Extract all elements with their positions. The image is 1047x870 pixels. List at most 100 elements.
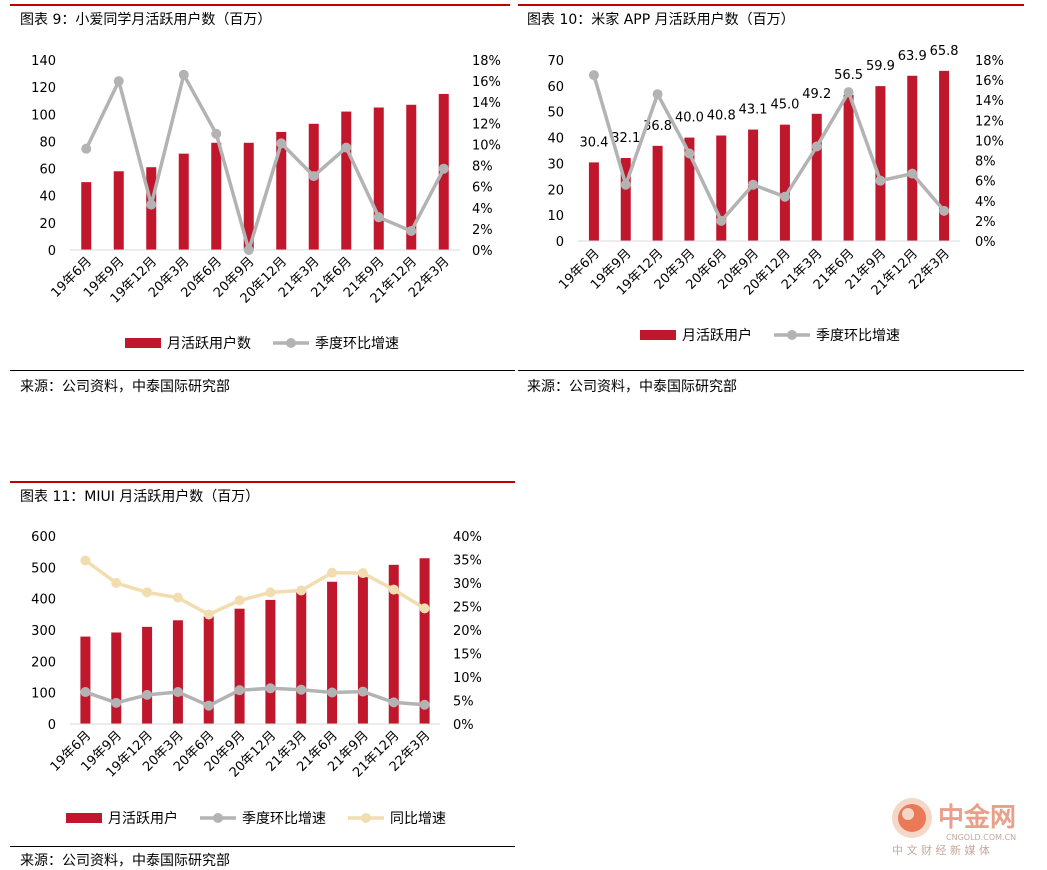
chart10-y-right-tick: 10% <box>975 134 1004 149</box>
chart11-line-0-point <box>80 687 91 698</box>
chart10-line-0-point <box>684 148 695 159</box>
chart11-line-1-point <box>172 592 183 603</box>
chart9-bar <box>276 131 287 250</box>
chart11-line-0-point <box>234 685 245 696</box>
chart10-bar-label: 40.8 <box>707 109 736 124</box>
chart11-line-0-point <box>142 689 153 700</box>
chart10-line-0 <box>592 74 946 223</box>
chart9-legend-marker <box>286 338 296 348</box>
chart11-y-left-tick: 400 <box>31 593 56 608</box>
chart9-bar <box>373 107 384 250</box>
chart10-y-left-tick: 30 <box>547 157 564 172</box>
chart10-y-left-tick: 40 <box>547 132 564 147</box>
chart10-line-0-point <box>716 215 727 226</box>
chart9-bar <box>308 123 319 250</box>
chart9-legend-label: 季度环比增速 <box>315 336 399 352</box>
chart9-source: 来源：公司资料，中泰国际研究部 <box>20 379 230 395</box>
chart9-y-right-tick: 12% <box>472 117 501 132</box>
chart9-y-left-tick: 0 <box>48 244 56 259</box>
watermark: 中金网 CNGOLD.COM.CN 中 文 财 经 新 媒 体 <box>888 790 1038 860</box>
chart10-line-0-point <box>939 205 950 216</box>
chart10-bar-label: 43.1 <box>739 103 768 118</box>
chart9-y-right-tick: 14% <box>472 96 501 111</box>
chart11-y-left-tick: 0 <box>48 718 56 733</box>
chart11-line-0 <box>84 686 425 708</box>
watermark-logo-icon: 中金网 CNGOLD.COM.CN 中 文 财 经 新 媒 体 <box>892 798 1016 857</box>
chart11-y-left-tick: 600 <box>31 530 56 545</box>
chart11-y-left-tick: 100 <box>31 687 56 702</box>
chart11-line-1-point <box>203 609 214 620</box>
chart11-bar <box>80 636 91 724</box>
chart9-figure: 0 20 40 60 80 100 120 140 0% 2% 4% 6% 8% 10% 12% 14% 16%… <box>31 54 501 352</box>
chart11-line-1-point <box>80 555 91 566</box>
chart11-line-1-point <box>234 595 245 606</box>
chart9-y-right-tick: 0% <box>472 244 493 259</box>
chart10-bar <box>620 157 631 241</box>
chart11-y-right-tick: 15% <box>453 648 482 663</box>
chart11-y-right-tick: 35% <box>453 554 482 569</box>
chart10-bar <box>779 124 790 241</box>
chart10-y-right-tick: 6% <box>975 175 996 190</box>
chart10-legend-swatch <box>640 330 676 340</box>
chart11-legend-label: 同比增速 <box>390 811 446 827</box>
chart10-line-0-point <box>620 179 631 190</box>
chart11-y-left-tick: 300 <box>31 624 56 639</box>
chart11-bar <box>265 599 276 724</box>
chart10-y-right-tick: 14% <box>975 94 1004 109</box>
chart9-y-left-tick: 120 <box>31 81 56 96</box>
chart10-y-left-tick: 0 <box>556 235 564 250</box>
chart10-y-left-tick: 50 <box>547 106 564 121</box>
chart9-line-0-point <box>113 76 124 87</box>
chart11-legend-label: 月活跃用户 <box>108 810 178 827</box>
chart9-bar <box>243 142 254 250</box>
chart11-line-1-point <box>357 568 368 579</box>
chart10-figure: 0 10 20 30 40 50 60 70 0% 2% 4% 6% 8% 10% 12% 14% 16% 18%… <box>547 44 1004 344</box>
chart11-bar <box>203 616 214 724</box>
watermark-brand: 中金网 <box>938 802 1016 833</box>
chart9-title-rule <box>10 4 510 6</box>
chart9-line-0-point <box>146 199 157 210</box>
chart11-bar <box>234 608 245 724</box>
chart11-y-right-tick: 30% <box>453 577 482 592</box>
chart10-y-left-tick: 70 <box>547 54 564 69</box>
chart10-legend-label: 季度环比增速 <box>816 328 900 344</box>
chart10-y-right-tick: 0% <box>975 235 996 250</box>
chart9-line-0-point <box>276 138 287 149</box>
chart9-y-left-tick: 60 <box>39 163 56 178</box>
chart9-bar <box>81 182 92 250</box>
chart10-y-left-tick: 60 <box>547 80 564 95</box>
chart11-bar <box>296 590 307 724</box>
chart11-line-0-point <box>419 699 430 710</box>
chart10-line-0-point <box>779 191 790 202</box>
chart9-source-rule <box>10 370 515 371</box>
chart9-y-left-tick: 140 <box>31 54 56 69</box>
chart9-y-left-tick: 40 <box>39 190 56 205</box>
chart11-y-right-tick: 5% <box>453 695 474 710</box>
chart11-line-1-point <box>111 578 122 588</box>
chart9-y-right-tick: 16% <box>472 75 501 90</box>
chart10-line-0-point <box>811 141 822 152</box>
chart11-figure: 0 100 200 300 400 500 600 0% 5% 10% 15% 20% 25% 30% 35… <box>31 530 482 827</box>
chart10-y-left-tick: 20 <box>547 183 564 198</box>
chart11-line-1-point <box>296 585 307 596</box>
chart11-y-left-tick: 500 <box>31 561 56 576</box>
chart10-bar <box>811 113 822 241</box>
chart11-source: 来源：公司资料，中泰国际研究部 <box>20 853 230 869</box>
chart9-y-right-tick: 2% <box>472 223 493 238</box>
chart11-line-0-point <box>327 687 338 698</box>
chart11-y-right-tick: 40% <box>453 530 482 545</box>
chart10-bar <box>588 162 599 241</box>
chart9-line-0-point <box>81 143 92 154</box>
chart10-legend-marker <box>787 330 797 340</box>
chart9-line-0 <box>84 73 446 252</box>
chart11-bar <box>111 632 122 724</box>
chart10-line-0-point <box>588 70 599 81</box>
chart9-bar <box>211 142 222 250</box>
chart11-y-right-tick: 10% <box>453 671 482 686</box>
chart9-y-left-tick: 100 <box>31 108 56 123</box>
chart11-line-1-point <box>388 584 399 595</box>
chart9-y-right-tick: 4% <box>472 202 493 217</box>
chart9-line-0-point <box>406 226 417 236</box>
chart10-y-right-tick: 16% <box>975 74 1004 89</box>
chart11-line-0-point <box>172 687 183 698</box>
